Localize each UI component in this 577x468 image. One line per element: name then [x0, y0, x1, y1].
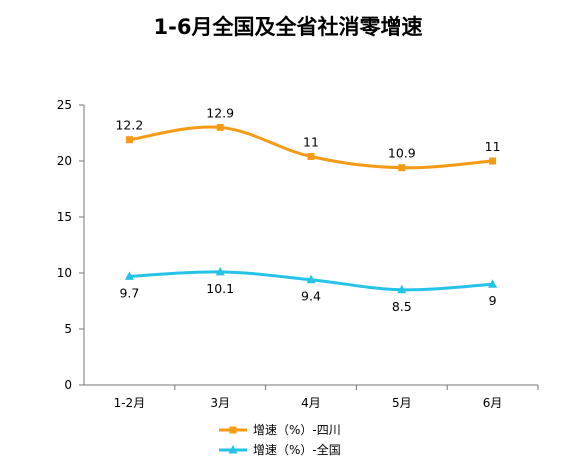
data-label: 9.4 [301, 289, 321, 304]
data-label: 9 [489, 293, 497, 308]
y-tick-label: 5 [64, 322, 72, 336]
data-point-square [216, 123, 224, 131]
data-point-square [398, 164, 406, 172]
data-label: 11 [485, 139, 501, 154]
x-tick-label: 3月 [210, 396, 230, 410]
x-tick-label: 5月 [392, 396, 412, 410]
data-point-square [489, 157, 497, 165]
legend-label: 增速（%）-全国 [253, 442, 341, 457]
data-point-square [229, 426, 237, 434]
data-label: 12.9 [206, 105, 234, 120]
data-point-square [125, 136, 133, 144]
x-tick-label: 6月 [483, 396, 503, 410]
data-point-triangle [488, 279, 498, 288]
x-axis-ticks: 1-2月 3月 4月 5月 6月 [114, 385, 539, 410]
legend-label: 增速（%）-四川 [253, 423, 341, 437]
y-tick-label: 10 [57, 266, 72, 280]
chart-series: 12.2 12.9 11 10.9 11 9.7 10.1 9.4 8.5 9 [115, 105, 500, 313]
y-tick-label: 0 [64, 378, 72, 392]
series-group: 12.2 12.9 11 10.9 11 [115, 105, 501, 172]
data-label: 10.9 [388, 146, 416, 161]
data-label: 9.7 [119, 285, 139, 300]
data-point-triangle [306, 274, 316, 284]
y-tick-label: 15 [57, 210, 72, 224]
data-label: 10.1 [206, 281, 234, 296]
legend-item: 增速（%）-四川 [219, 423, 341, 437]
x-tick-label: 4月 [301, 396, 321, 410]
data-label: 11 [303, 135, 319, 150]
series-group: 9.7 10.1 9.4 8.5 9 [119, 266, 498, 314]
x-tick-label: 1-2月 [114, 396, 146, 410]
data-label: 12.2 [115, 118, 143, 133]
data-point-triangle [124, 271, 134, 280]
data-point-triangle [397, 284, 407, 294]
axes [83, 105, 538, 386]
y-tick-label: 25 [57, 98, 72, 112]
y-axis-ticks: 0 5 10 15 20 25 [57, 98, 84, 392]
y-tick-label: 20 [57, 154, 72, 168]
data-point-triangle [215, 266, 225, 276]
chart-title: 1-6月全国及全省社消零增速 [154, 15, 423, 39]
legend-item: 增速（%）-全国 [219, 442, 341, 457]
data-point-square [307, 153, 315, 161]
data-label: 8.5 [392, 299, 412, 314]
data-point-triangle [228, 445, 238, 454]
